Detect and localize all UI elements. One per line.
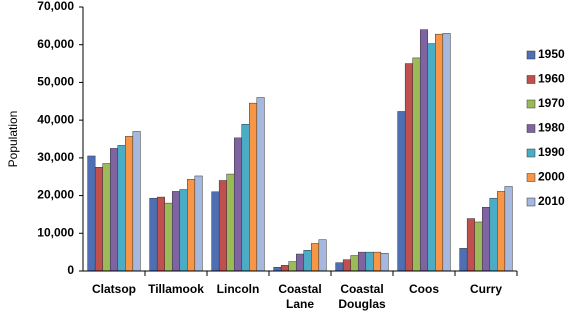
bar bbox=[442, 33, 451, 272]
bar bbox=[459, 248, 468, 272]
bar bbox=[466, 218, 475, 272]
x-tick-label: Coastal Lane bbox=[278, 282, 321, 311]
bar bbox=[497, 191, 506, 272]
bar bbox=[311, 243, 320, 272]
bar bbox=[109, 148, 119, 272]
legend-swatch bbox=[526, 75, 536, 84]
bar bbox=[132, 131, 141, 272]
y-tick-label: 70,000 bbox=[37, 0, 74, 13]
bar bbox=[94, 167, 103, 272]
legend-swatch bbox=[526, 173, 536, 182]
y-axis-label: Population bbox=[6, 111, 20, 168]
bar bbox=[342, 259, 351, 272]
bar bbox=[256, 97, 265, 272]
bar bbox=[117, 145, 126, 272]
bar bbox=[194, 175, 203, 272]
bar bbox=[288, 261, 297, 272]
bar bbox=[335, 262, 344, 272]
bar bbox=[102, 163, 111, 272]
legend-label: 1970 bbox=[538, 96, 565, 110]
bar bbox=[365, 251, 374, 272]
bar bbox=[280, 265, 289, 272]
bar bbox=[87, 155, 96, 272]
bar bbox=[380, 253, 389, 272]
bar bbox=[303, 250, 312, 272]
bar bbox=[318, 239, 327, 272]
x-tick-label: Curry bbox=[470, 282, 502, 296]
bar bbox=[156, 196, 165, 272]
bar bbox=[435, 33, 444, 272]
y-tick-label: 0 bbox=[67, 263, 74, 277]
bar bbox=[226, 173, 235, 272]
bar bbox=[218, 180, 227, 272]
legend-label: 2010 bbox=[538, 194, 565, 208]
bar bbox=[211, 191, 220, 272]
bar bbox=[187, 179, 196, 272]
y-tick-label: 60,000 bbox=[37, 37, 74, 51]
legend-swatch bbox=[526, 197, 536, 207]
legend-label: 2000 bbox=[538, 170, 565, 184]
y-tick-label: 10,000 bbox=[37, 225, 74, 239]
legend-label: 1950 bbox=[538, 47, 565, 61]
y-tick-label: 40,000 bbox=[37, 112, 74, 126]
bar bbox=[149, 197, 158, 272]
bar bbox=[373, 251, 382, 272]
bar bbox=[295, 253, 305, 272]
x-tick-label: Lincoln bbox=[217, 282, 260, 296]
bar bbox=[241, 124, 250, 272]
x-tick-label: Tillamook bbox=[148, 282, 204, 296]
legend-swatch bbox=[526, 99, 536, 109]
legend-label: 1960 bbox=[538, 72, 565, 86]
y-tick-label: 20,000 bbox=[37, 188, 74, 202]
bar bbox=[179, 189, 188, 272]
x-tick-label: Clatsop bbox=[92, 282, 136, 296]
bar bbox=[404, 63, 413, 272]
bar bbox=[249, 102, 258, 272]
bar bbox=[397, 111, 406, 272]
bar bbox=[171, 191, 181, 272]
legend-label: 1990 bbox=[538, 145, 565, 159]
legend-label: 1980 bbox=[538, 121, 565, 135]
bar bbox=[350, 255, 359, 272]
bar bbox=[233, 137, 243, 272]
bar bbox=[273, 266, 282, 272]
bar bbox=[474, 221, 483, 272]
bar bbox=[419, 29, 429, 272]
bar bbox=[164, 202, 173, 272]
legend-swatch bbox=[526, 124, 536, 133]
legend-swatch bbox=[526, 148, 536, 158]
x-tick-label: Coos bbox=[409, 282, 439, 296]
bar bbox=[125, 136, 134, 272]
bar bbox=[357, 251, 367, 272]
x-tick-label: Coastal Douglas bbox=[338, 282, 386, 311]
legend-swatch bbox=[526, 50, 536, 60]
bar bbox=[412, 57, 421, 272]
bar bbox=[481, 207, 491, 272]
bar bbox=[504, 186, 513, 272]
y-tick-label: 30,000 bbox=[37, 150, 74, 164]
bar bbox=[427, 43, 436, 272]
bar bbox=[489, 197, 498, 272]
y-tick-label: 50,000 bbox=[37, 75, 74, 89]
